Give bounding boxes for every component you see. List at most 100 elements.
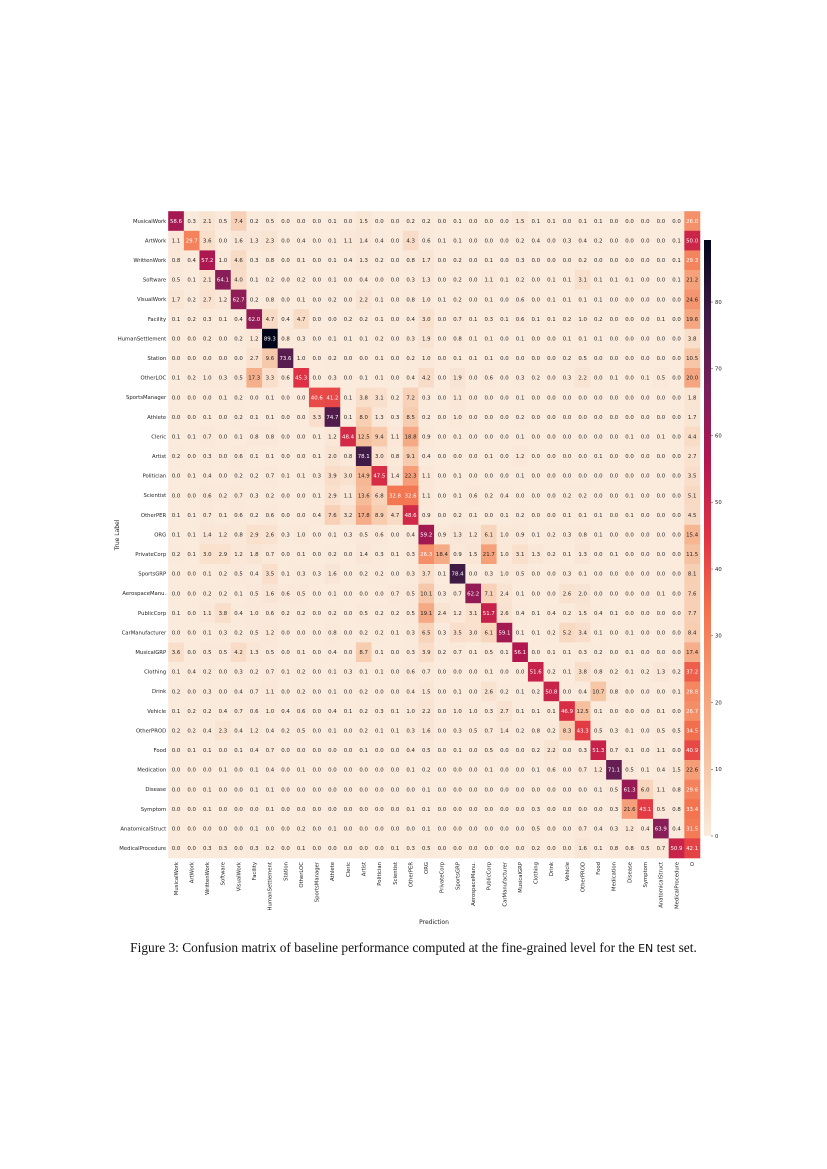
- cell-value-label: 0.1: [344, 395, 353, 401]
- cell-value-label: 0.4: [203, 729, 212, 735]
- cell-value-label: 19.1: [420, 611, 432, 617]
- heatmap-cell: [355, 701, 372, 722]
- heatmap-cell: [496, 446, 513, 467]
- heatmap-cell: [262, 603, 278, 624]
- cell-value-label: 0.0: [625, 689, 634, 695]
- heatmap-cell: [621, 407, 638, 428]
- cell-value-label: 0.0: [672, 513, 681, 519]
- heatmap-cell: [653, 779, 669, 800]
- cell-value-label: 0.0: [187, 572, 196, 578]
- cell-value-label: 0.1: [187, 533, 196, 539]
- cell-value-label: 0.0: [344, 552, 353, 558]
- cell-value-label: 1.0: [250, 611, 259, 617]
- cell-value-label: 0.7: [266, 748, 275, 754]
- cell-value-label: 0.0: [500, 415, 509, 421]
- cell-value-label: 6.1: [485, 631, 494, 637]
- cell-value-label: 0.3: [578, 650, 587, 656]
- cell-value-label: 0.0: [641, 337, 650, 343]
- heatmap-cell: [684, 544, 701, 565]
- heatmap-cell: [590, 505, 607, 526]
- cell-value-label: 0.4: [672, 827, 681, 833]
- heatmap-cell: [543, 524, 560, 545]
- cell-value-label: 0.1: [281, 670, 290, 676]
- cell-value-label: 0.6: [422, 239, 431, 245]
- cell-value-label: 0.8: [672, 807, 681, 813]
- heatmap-cell: [402, 309, 419, 330]
- cell-value-label: 0.0: [531, 356, 540, 362]
- heatmap-cell: [621, 720, 638, 741]
- cell-value-label: 0.0: [375, 768, 384, 774]
- cell-value-label: 0.1: [234, 435, 243, 441]
- heatmap-cell: [418, 760, 435, 780]
- cell-value-label: 0.4: [500, 493, 509, 499]
- cell-value-label: 0.0: [391, 356, 400, 362]
- heatmap-cell: [246, 544, 263, 565]
- cell-value-label: 0.0: [563, 415, 572, 421]
- row-tick-label: Drink: [152, 689, 167, 695]
- heatmap-cell: [262, 211, 278, 232]
- cell-value-label: 59.2: [420, 533, 432, 539]
- heatmap-cell: [621, 466, 638, 486]
- cell-value-label: 0.0: [297, 415, 306, 421]
- heatmap-cell: [559, 426, 576, 447]
- heatmap-cell: [418, 701, 435, 722]
- cell-value-label: 8.0: [359, 415, 368, 421]
- heatmap-cell: [277, 289, 294, 310]
- cell-value-label: 0.0: [594, 435, 603, 441]
- heatmap-cell: [168, 838, 185, 859]
- cell-value-label: 0.0: [281, 493, 290, 499]
- cell-value-label: 0.0: [281, 846, 290, 852]
- cell-value-label: 0.0: [453, 787, 462, 793]
- heatmap-cell: [434, 426, 451, 447]
- cell-value-label: 0.0: [187, 415, 196, 421]
- cell-value-label: 3.0: [203, 552, 212, 558]
- cell-value-label: 0.0: [641, 415, 650, 421]
- heatmap-cell: [559, 662, 576, 682]
- heatmap-cell: [684, 818, 701, 839]
- cell-value-label: 0.0: [531, 591, 540, 597]
- heatmap-cell: [293, 348, 310, 369]
- heatmap-cell: [527, 838, 544, 859]
- heatmap-cell: [215, 760, 232, 780]
- cell-value-label: 0.4: [328, 709, 337, 715]
- cell-value-label: 1.0: [422, 356, 431, 362]
- cell-value-label: 0.8: [281, 337, 290, 343]
- cell-value-label: 1.3: [250, 239, 259, 245]
- heatmap-cell: [308, 740, 325, 761]
- heatmap-cell: [262, 466, 278, 486]
- cell-value-label: 0.2: [234, 337, 243, 343]
- cell-value-label: 0.0: [531, 415, 540, 421]
- heatmap-cell: [277, 818, 294, 839]
- cell-value-label: 0.1: [297, 552, 306, 558]
- cell-value-label: 0.0: [344, 846, 353, 852]
- heatmap-cell: [496, 309, 513, 330]
- heatmap-cell: [434, 309, 451, 330]
- heatmap-cell: [496, 328, 513, 349]
- heatmap-cell: [621, 368, 638, 388]
- heatmap-cell: [621, 485, 638, 506]
- heatmap-cell: [340, 818, 357, 839]
- cell-value-label: 0.2: [297, 611, 306, 617]
- cell-value-label: 4.0: [234, 278, 243, 284]
- heatmap-cell: [308, 505, 325, 526]
- colorbar-tick-label: 60: [715, 433, 722, 439]
- cell-value-label: 3.5: [453, 631, 462, 637]
- cell-value-label: 0.2: [547, 631, 556, 637]
- cell-value-label: 0.0: [375, 689, 384, 695]
- heatmap-cell: [324, 642, 341, 663]
- heatmap-cell: [371, 838, 388, 859]
- cell-value-label: 0.1: [516, 631, 525, 637]
- cell-value-label: 0.0: [594, 395, 603, 401]
- cell-value-label: 0.0: [281, 415, 290, 421]
- heatmap-cell: [230, 505, 247, 526]
- heatmap-cell: [215, 407, 232, 428]
- cell-value-label: 0.2: [453, 297, 462, 303]
- cell-value-label: 0.7: [234, 709, 243, 715]
- heatmap-cell: [684, 622, 701, 643]
- heatmap-cell: [574, 289, 591, 310]
- cell-value-label: 0.1: [516, 709, 525, 715]
- column-tick-label: WrittenWork: [205, 861, 211, 895]
- cell-value-label: 0.8: [234, 533, 243, 539]
- cell-value-label: 0.0: [469, 435, 478, 441]
- row-tick-label: Scientist: [143, 493, 166, 499]
